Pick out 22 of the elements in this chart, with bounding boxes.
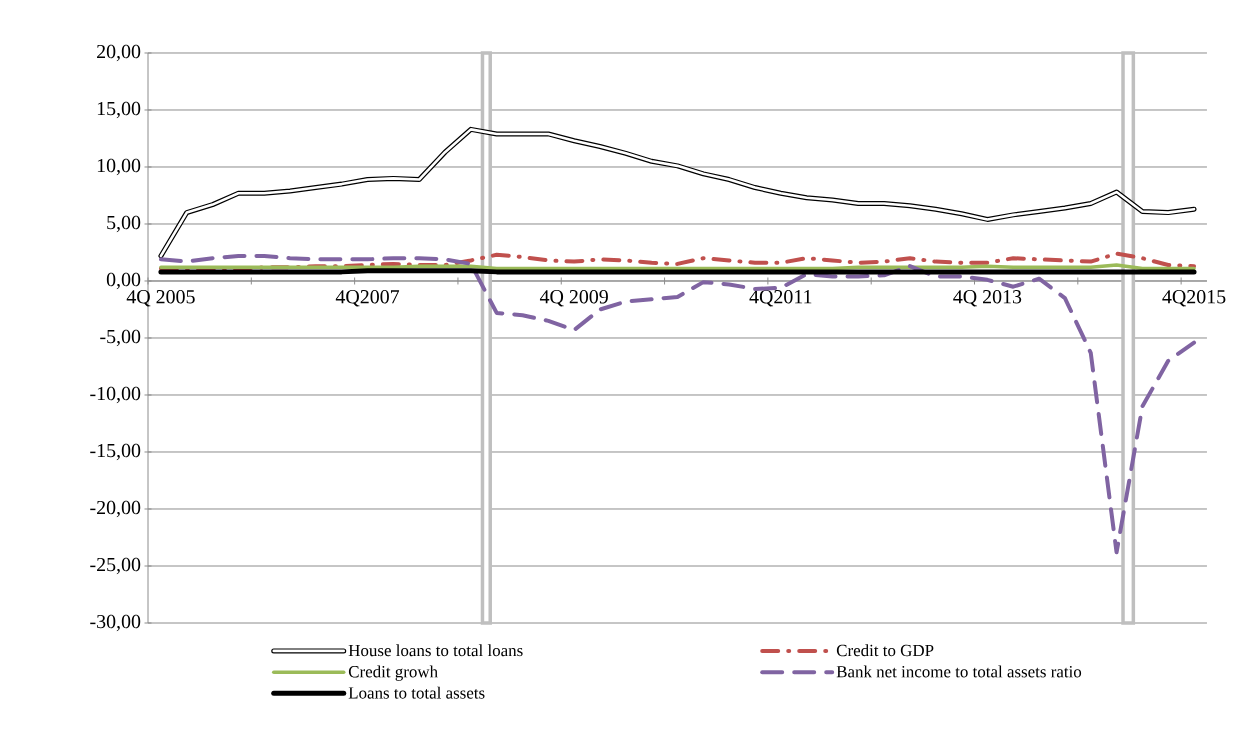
y-tick-label: 10,00 bbox=[97, 158, 141, 176]
y-tick-label: 20,00 bbox=[97, 44, 141, 62]
legend-label: Credit to GDP bbox=[836, 644, 934, 657]
x-tick-label: 4Q 2013 bbox=[953, 290, 1022, 307]
x-tick-label: 4Q2011 bbox=[749, 290, 812, 307]
legend-label: Credit growh bbox=[348, 665, 438, 681]
x-tick-label: 4Q2007 bbox=[335, 290, 400, 307]
legend-label: Loans to total assets bbox=[348, 686, 485, 699]
y-tick-label: -25,00 bbox=[90, 557, 141, 575]
y-tick-label: -10,00 bbox=[90, 386, 141, 404]
y-tick-label: -5,00 bbox=[100, 329, 141, 347]
y-tick-label: -30,00 bbox=[90, 614, 141, 632]
y-tick-label: 5,00 bbox=[107, 215, 141, 233]
y-tick-label: 0,00 bbox=[106, 272, 141, 290]
x-tick-label: 4Q 2009 bbox=[539, 290, 608, 307]
legend-label: Bank net income to total assets ratio bbox=[836, 665, 1082, 678]
y-tick-label: -15,00 bbox=[90, 443, 141, 461]
x-tick-label: 4Q2015 bbox=[1162, 290, 1226, 307]
y-tick-label: 15,00 bbox=[97, 101, 141, 119]
x-tick-label: 4Q 2005 bbox=[126, 290, 195, 307]
legend-label: House loans to total loans bbox=[348, 644, 523, 657]
y-tick-label: -20,00 bbox=[90, 500, 141, 518]
